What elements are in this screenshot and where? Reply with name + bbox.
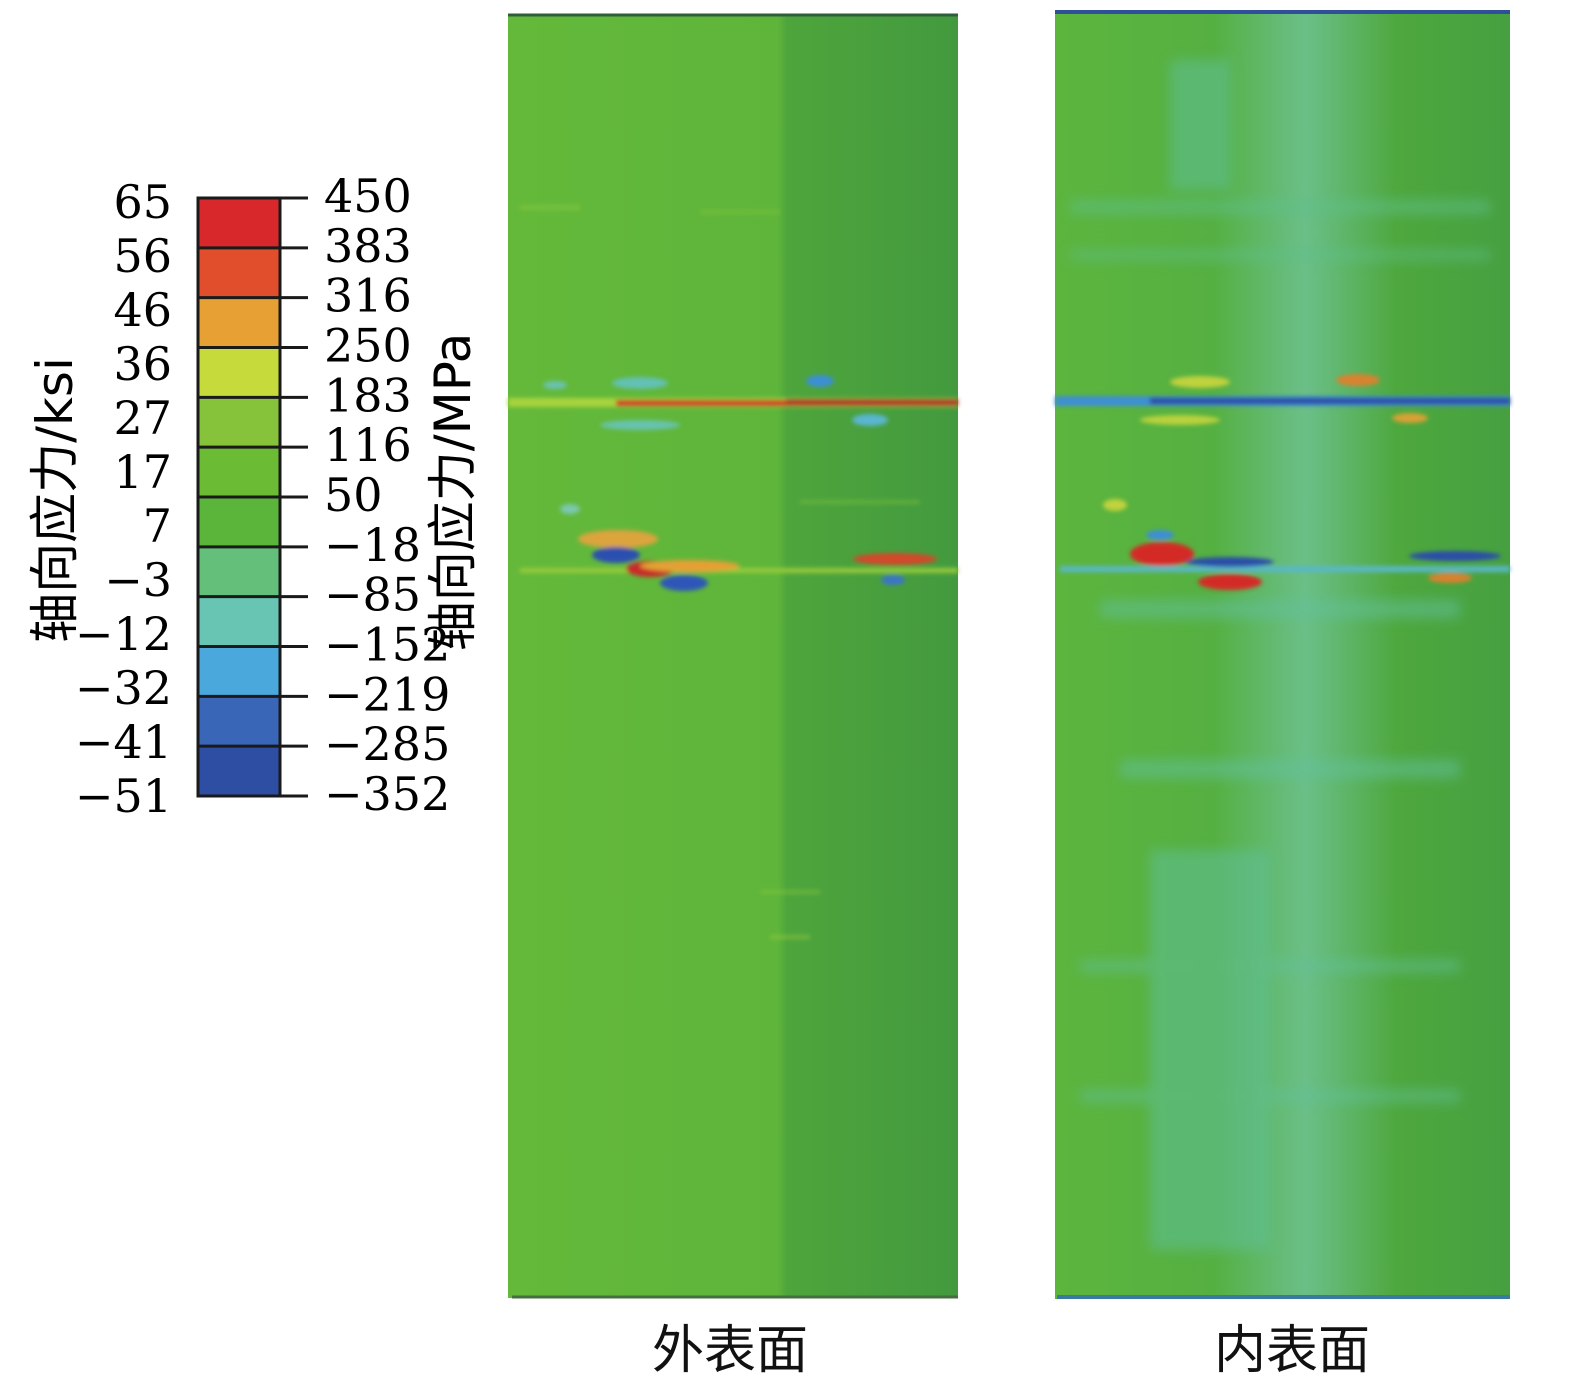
ksi-tick-label: 7 — [143, 499, 172, 553]
left-axis-label: 轴向应力/ksi — [26, 357, 84, 643]
ksi-tick-label: 36 — [113, 337, 172, 391]
mpa-tick-label: −152 — [324, 618, 450, 672]
ksi-tick-label: −41 — [75, 715, 172, 769]
ksi-tick-label: −3 — [104, 553, 172, 607]
mpa-tick-label: 316 — [324, 269, 412, 323]
ksi-tick-label: 27 — [113, 391, 172, 445]
mpa-tick-label: −285 — [324, 717, 450, 771]
mpa-tick-label: 450 — [324, 169, 412, 223]
mpa-tick-label: −219 — [324, 667, 450, 721]
inner-surface-caption: 内表面 — [1213, 1321, 1370, 1381]
ksi-tick-label: −51 — [75, 769, 172, 823]
ksi-tick-label: −12 — [75, 607, 172, 661]
outer-streaks — [520, 205, 920, 939]
inner-surface-body — [1055, 11, 1510, 1299]
inner-upper-weld-line — [1055, 374, 1510, 425]
mpa-tick-label: 116 — [324, 418, 412, 472]
colorbar-band — [198, 297, 280, 348]
mpa-tick-label: 183 — [324, 368, 412, 422]
colorbar-band — [198, 696, 280, 747]
inner-mottling — [1070, 60, 1490, 1250]
outer-surface-panel — [508, 13, 958, 1299]
right-axis-label: 轴向应力/MPa — [424, 333, 482, 652]
outer-surface-body — [508, 14, 958, 1298]
colorbar-band — [198, 447, 280, 498]
outer-upper-weld-line — [508, 375, 958, 430]
outer-lower-hotspots — [520, 504, 958, 591]
outer-surface-caption: 外表面 — [651, 1321, 808, 1381]
colorbar-band — [198, 596, 280, 647]
ksi-tick-label: 56 — [113, 229, 172, 283]
colorbar-band — [198, 497, 280, 548]
mpa-tick-label: −85 — [324, 568, 421, 622]
inner-surface-panel — [1055, 10, 1510, 1299]
ksi-tick-label: −32 — [75, 661, 172, 715]
colorbar-band — [198, 198, 280, 249]
colorbar-band — [198, 646, 280, 697]
colorbar-band — [198, 397, 280, 448]
ksi-tick-label: 17 — [113, 445, 172, 499]
mpa-tick-label: 50 — [324, 468, 383, 522]
inner-lower-hotspots — [1060, 499, 1510, 590]
ksi-tick-label: 46 — [113, 283, 172, 337]
colorbar-band — [198, 247, 280, 299]
mpa-tick-label: 383 — [324, 219, 412, 273]
colorbar-band — [198, 746, 280, 797]
mpa-tick-label: −18 — [324, 518, 421, 572]
ksi-tick-label: 65 — [113, 175, 172, 229]
mpa-tick-label: −352 — [324, 767, 450, 821]
colorbar-band — [198, 546, 280, 598]
colorbar-band — [198, 347, 280, 398]
mpa-tick-label: 250 — [324, 319, 412, 373]
